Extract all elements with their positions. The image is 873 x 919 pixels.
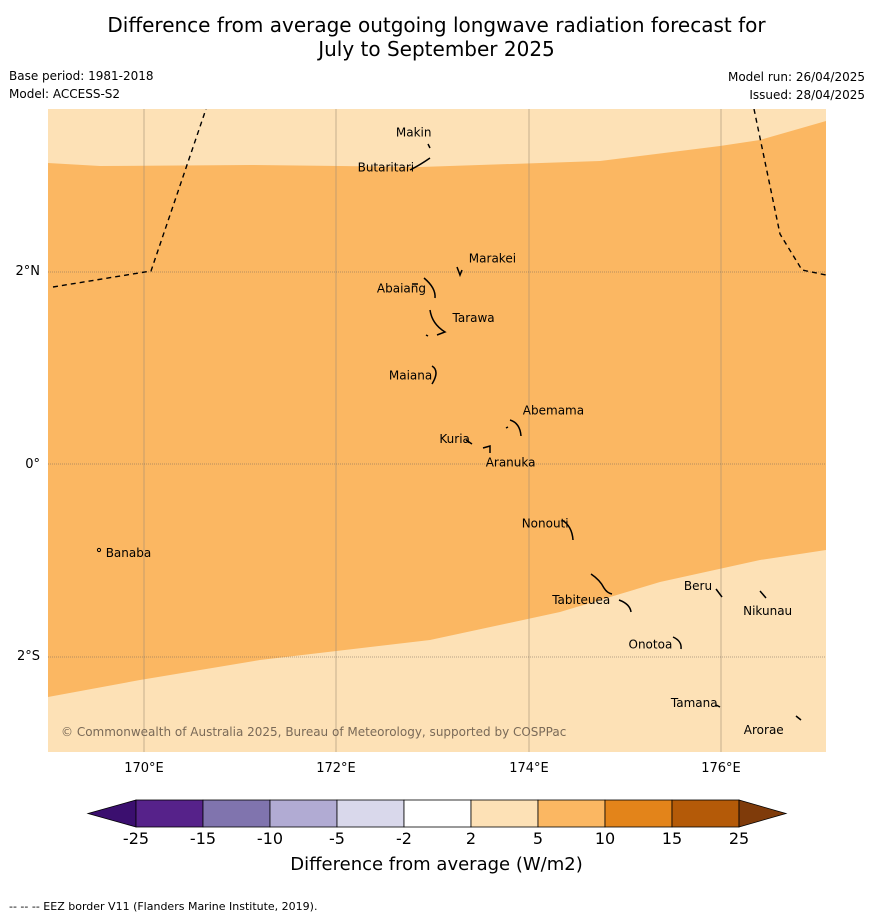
copyright-note: © Commonwealth of Australia 2025, Bureau… <box>61 725 566 739</box>
lon-tick-172: 172°E <box>316 761 356 776</box>
model-name: Model: ACCESS-S2 <box>9 87 121 101</box>
lat-tick-0: 0° <box>25 457 40 472</box>
colorbar-tick: 5 <box>532 829 544 848</box>
colorbar-segment <box>604 799 673 828</box>
place-label-aranuka: Aranuka <box>486 456 536 470</box>
place-label-abaiang: Abaiang <box>377 282 426 296</box>
lat-tick-2n: 2°N <box>15 264 41 279</box>
lon-tick-176: 176°E <box>701 761 741 776</box>
colorbar-segment <box>269 799 338 828</box>
colorbar <box>86 799 788 828</box>
place-label-tabiteuea: Tabiteuea <box>551 593 610 607</box>
model-run: Model run: 26/04/2025 <box>727 70 865 84</box>
colorbar-tick: 25 <box>728 829 750 848</box>
place-label-marakei: Marakei <box>469 252 516 266</box>
eez-footnote: -- -- -- EEZ border V11 (Flanders Marine… <box>9 900 318 913</box>
lat-tick-2s: 2°S <box>16 649 40 664</box>
colorbar-segment <box>671 799 740 828</box>
base-period: Base period: 1981-2018 <box>9 69 154 83</box>
colorbar-tick: -15 <box>189 829 217 848</box>
colorbar-segment <box>470 799 539 828</box>
place-labels: Makin Butaritari Marakei Abaiang Tarawa Maian… <box>106 125 792 737</box>
colorbar-extend-low <box>86 799 137 828</box>
map-frame: Makin Butaritari Marakei Abaiang Tarawa Maian… <box>48 109 826 752</box>
lon-tick-170: 170°E <box>124 761 164 776</box>
colorbar-segment <box>537 799 606 828</box>
place-label-beru: Beru <box>684 579 712 593</box>
graticule-meridians <box>143 109 722 752</box>
place-label-onotoa: Onotoa <box>629 637 673 651</box>
colorbar-tick: -10 <box>256 829 284 848</box>
colorbar-tick: 15 <box>661 829 683 848</box>
colorbar-segment <box>336 799 405 828</box>
place-label-banaba: Banaba <box>106 546 152 560</box>
colorbar-segment <box>135 799 204 828</box>
place-label-arorae: Arorae <box>744 723 784 737</box>
place-label-makin: Makin <box>396 125 432 139</box>
eez-border <box>52 109 826 288</box>
colorbar-extend-high <box>738 799 788 828</box>
place-label-tarawa: Tarawa <box>452 311 495 325</box>
colorbar-tick: 10 <box>594 829 616 848</box>
colorbar-segment <box>202 799 271 828</box>
colorbar-tick: -2 <box>396 829 412 848</box>
place-label-nikunau: Nikunau <box>743 604 792 618</box>
graticule-parallels <box>48 271 826 658</box>
banaba-island <box>96 547 102 553</box>
colorbar-tick: 2 <box>465 829 477 848</box>
place-label-maiana: Maiana <box>389 368 432 382</box>
place-label-kuria: Kuria <box>439 432 470 446</box>
anomaly-zone-5-10 <box>48 121 826 697</box>
place-label-butaritari: Butaritari <box>358 160 415 174</box>
island-outlines <box>409 143 802 721</box>
place-label-nonouti: Nonouti <box>522 517 569 531</box>
colorbar-tick: -5 <box>329 829 345 848</box>
colorbar-tick: -25 <box>122 829 150 848</box>
map-title-line1: Difference from average outgoing longwav… <box>107 13 766 37</box>
lon-tick-174: 174°E <box>509 761 549 776</box>
place-label-tamana: Tamana <box>670 696 718 710</box>
colorbar-segment <box>403 799 472 828</box>
colorbar-label: Difference from average (W/m2) <box>290 854 583 875</box>
place-label-abemama: Abemama <box>523 404 584 418</box>
map-title-line2: July to September 2025 <box>318 37 555 61</box>
issued-date: Issued: 28/04/2025 <box>749 88 865 102</box>
